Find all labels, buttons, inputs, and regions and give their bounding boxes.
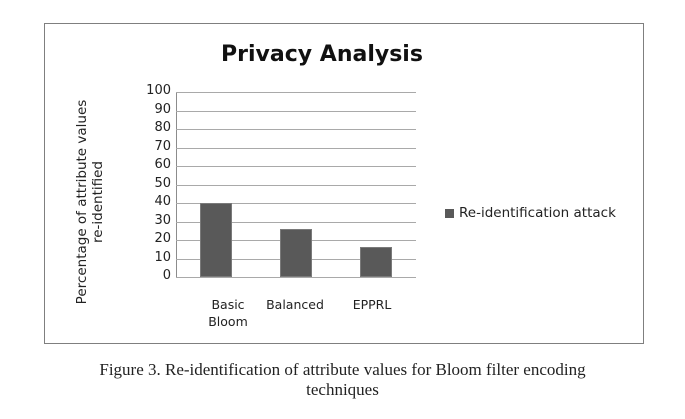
y-tick-label: 50	[154, 175, 171, 191]
bar-balanced	[280, 228, 312, 277]
gridline	[176, 147, 416, 149]
y-tick-label: 60	[154, 157, 171, 172]
y-tick-label: 30	[154, 212, 171, 228]
plot-area	[176, 92, 416, 278]
gridline	[176, 203, 416, 204]
bar-basic-bloom	[200, 203, 232, 277]
gridline	[176, 184, 416, 186]
y-axis-label-line1: Percentage of attribute values	[74, 99, 90, 305]
x-tick-label-balanced: Balanced	[266, 297, 324, 312]
y-tick-label: 100	[146, 83, 171, 98]
gridline	[176, 110, 416, 112]
chart-frame: Privacy Analysis Percentage of attribute…	[44, 23, 644, 344]
x-tick-label-line2: Bloom	[208, 314, 248, 329]
caption-line1: Figure 3. Re-identification of attribute…	[99, 360, 586, 379]
y-axis-label: Percentage of attribute values re-identi…	[74, 92, 106, 312]
x-tick-label-line1: Basic	[211, 297, 245, 312]
legend-swatch-icon	[445, 208, 454, 218]
y-tick-label: 70	[154, 138, 171, 154]
figure-caption: Figure 3. Re-identification of attribute…	[0, 360, 685, 400]
x-tick-label-epprl: EPPRL	[352, 297, 392, 312]
legend: Re-identification attack	[445, 205, 616, 221]
y-tick-label: 90	[154, 101, 171, 117]
gridline	[176, 221, 416, 223]
y-tick-label: 20	[154, 231, 171, 246]
x-tick-label-basic-bloom: Basic Bloom	[188, 296, 268, 330]
y-tick-label: 10	[154, 249, 171, 265]
gridline	[176, 277, 416, 278]
gridline	[176, 166, 416, 167]
chart-title: Privacy Analysis	[221, 42, 423, 67]
gridline	[176, 92, 416, 93]
y-tick-label: 40	[154, 194, 171, 209]
y-tick-label: 0	[162, 268, 171, 283]
bar-epprl	[360, 247, 392, 277]
y-axis-label-line2: re-identified	[90, 160, 106, 244]
legend-label: Re-identification attack	[459, 205, 616, 221]
caption-line2: techniques	[306, 380, 379, 399]
gridline	[176, 129, 416, 130]
y-tick-label: 80	[154, 120, 171, 135]
